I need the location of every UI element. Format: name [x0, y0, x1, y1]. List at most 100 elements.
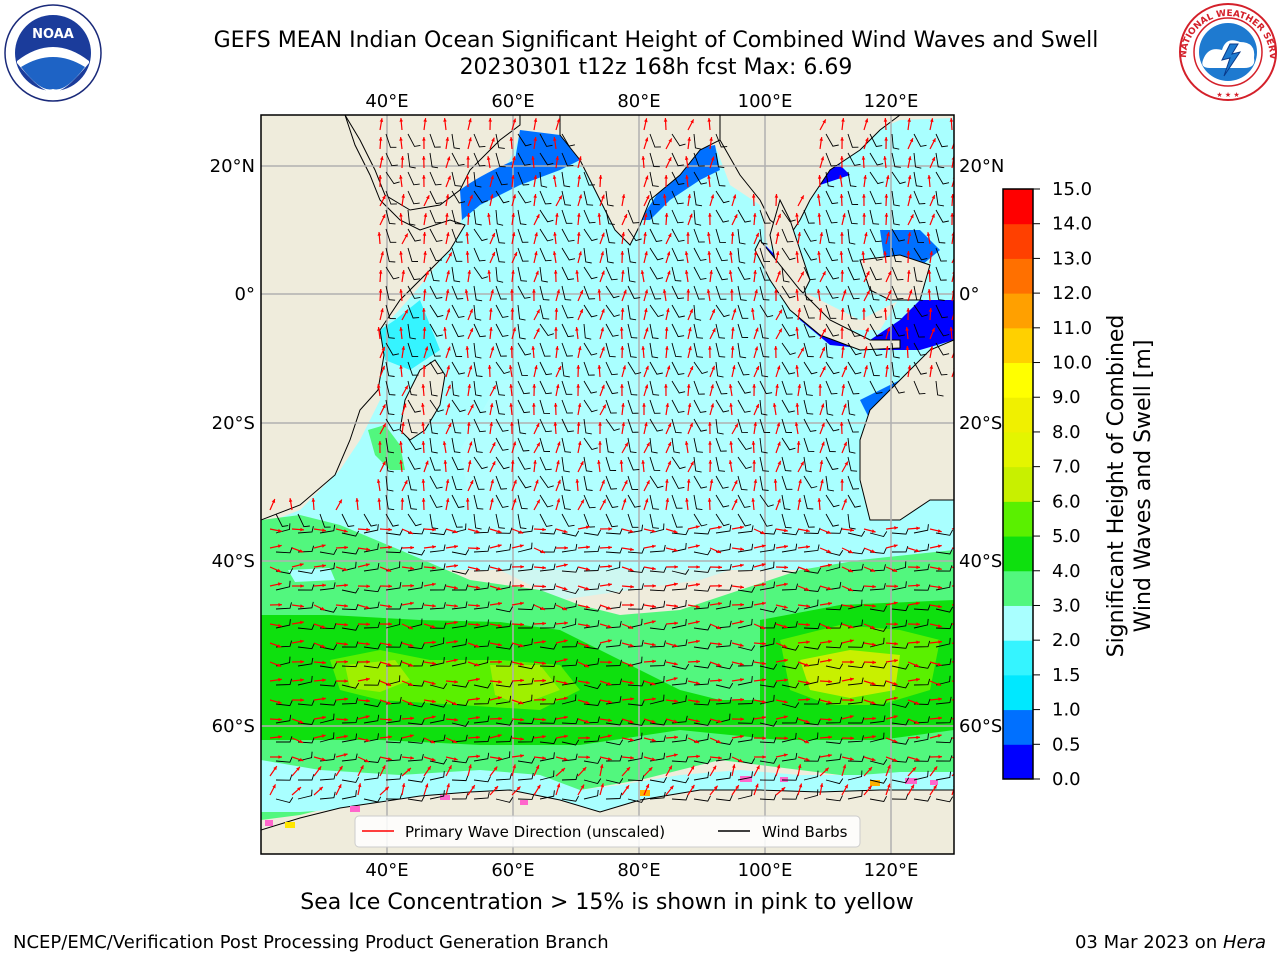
wind-barb [759, 418, 771, 433]
wind-barb [627, 418, 639, 433]
wind-barb [319, 699, 337, 706]
wave-arrow-head [805, 757, 810, 762]
wave-arrow-head [534, 365, 538, 370]
wave-arrow-head [893, 681, 898, 686]
lon-label-bottom: 40°E [365, 860, 408, 881]
wave-arrow-head [535, 765, 540, 769]
wind-barb [715, 563, 732, 572]
wave-arrow-head [916, 640, 920, 645]
wind-barb [715, 663, 734, 670]
wind-barb [429, 418, 439, 435]
wind-barb [891, 228, 905, 242]
wave-arrow-head [915, 701, 920, 705]
wave-arrow-head [646, 480, 650, 485]
wind-barb [561, 600, 578, 610]
wave-arrow-head [410, 716, 414, 721]
wave-arrow-head [840, 156, 844, 160]
wind-barb [737, 456, 752, 470]
wind-barb [495, 796, 514, 803]
wind-barb [869, 342, 883, 356]
wind-barb [539, 563, 556, 572]
wave-arrow-head [842, 764, 847, 769]
wave-arrow-head [427, 766, 431, 771]
wave-arrow-head [492, 385, 496, 390]
wave-arrow-head [476, 546, 480, 551]
wind-barb [341, 776, 359, 783]
wind-barb [341, 548, 359, 555]
wave-arrow-head [871, 549, 876, 553]
wind-barb [363, 563, 380, 572]
wave-arrow-head [784, 565, 788, 570]
wind-barb [429, 475, 443, 489]
wave-arrow-head [447, 423, 452, 428]
wave-arrow-head [717, 549, 721, 554]
wind-barb [693, 585, 711, 592]
wave-arrow-head [821, 422, 825, 427]
wave-arrow-head [687, 137, 691, 141]
wind-barb [363, 621, 381, 629]
wind-barb [495, 380, 506, 396]
wind-barb [385, 228, 397, 243]
wind-barb [407, 171, 420, 186]
wave-arrow-head [431, 624, 436, 629]
wind-barb [649, 342, 659, 359]
wave-arrow-head [467, 460, 472, 465]
wave-arrow-head [554, 327, 558, 331]
wave-arrow-head [622, 498, 627, 503]
wave-arrow-head [600, 327, 604, 332]
wind-barb [935, 228, 946, 244]
wind-barb [737, 228, 746, 245]
wave-arrow-head [687, 403, 692, 407]
wind-barb [781, 418, 793, 433]
wind-barb [847, 361, 862, 375]
wave-arrow-head [423, 289, 427, 293]
wind-barb [891, 545, 909, 553]
wave-arrow-head [718, 678, 722, 683]
wind-barb [649, 585, 667, 592]
graticule [261, 115, 954, 854]
wave-arrow-head [542, 621, 546, 626]
wind-barb [891, 171, 906, 185]
wave-arrow-head [277, 644, 282, 648]
wave-arrow-head [510, 422, 514, 426]
wave-arrow-head [490, 346, 495, 351]
wave-arrow-head [960, 602, 964, 606]
wave-arrow-head [805, 568, 810, 572]
wave-arrow-head [453, 585, 458, 590]
wind-barb [737, 304, 749, 319]
wave-arrow-head [822, 119, 826, 124]
wave-arrow-head [755, 404, 759, 408]
wave-arrow-head [755, 327, 759, 332]
wave-arrow-head [532, 403, 536, 407]
wave-arrow-head [775, 384, 779, 388]
wave-arrow-head [579, 309, 583, 313]
wave-arrow-head [432, 640, 436, 645]
wind-barb [429, 171, 442, 186]
wave-arrow-head [519, 700, 524, 705]
wave-arrow-head [576, 422, 581, 426]
wind-barb [958, 229, 968, 242]
wave-arrow-head [827, 586, 832, 591]
wind-barb [429, 266, 440, 282]
wind-barb [913, 380, 926, 395]
wave-arrow-head [410, 601, 414, 606]
wave-arrow-head [762, 601, 766, 606]
wind-barb [958, 792, 973, 799]
wind-barb [825, 642, 843, 649]
wind-barb [671, 209, 684, 224]
wind-barb [385, 361, 395, 377]
wind-barb [429, 544, 446, 553]
wave-arrow-head [585, 719, 590, 724]
wave-arrow-head [510, 289, 514, 293]
wind-barb [693, 323, 704, 339]
wave-arrow-head [798, 783, 803, 788]
wind-barb [473, 545, 490, 553]
wind-barb [935, 380, 944, 397]
wave-arrow-head [520, 584, 524, 588]
map-frame [260, 114, 955, 855]
wave-arrow-head [498, 660, 502, 664]
wind-barb [671, 513, 683, 528]
wind-barb [297, 584, 315, 591]
wave-arrow-head [577, 441, 582, 446]
wind-barb [473, 697, 491, 705]
